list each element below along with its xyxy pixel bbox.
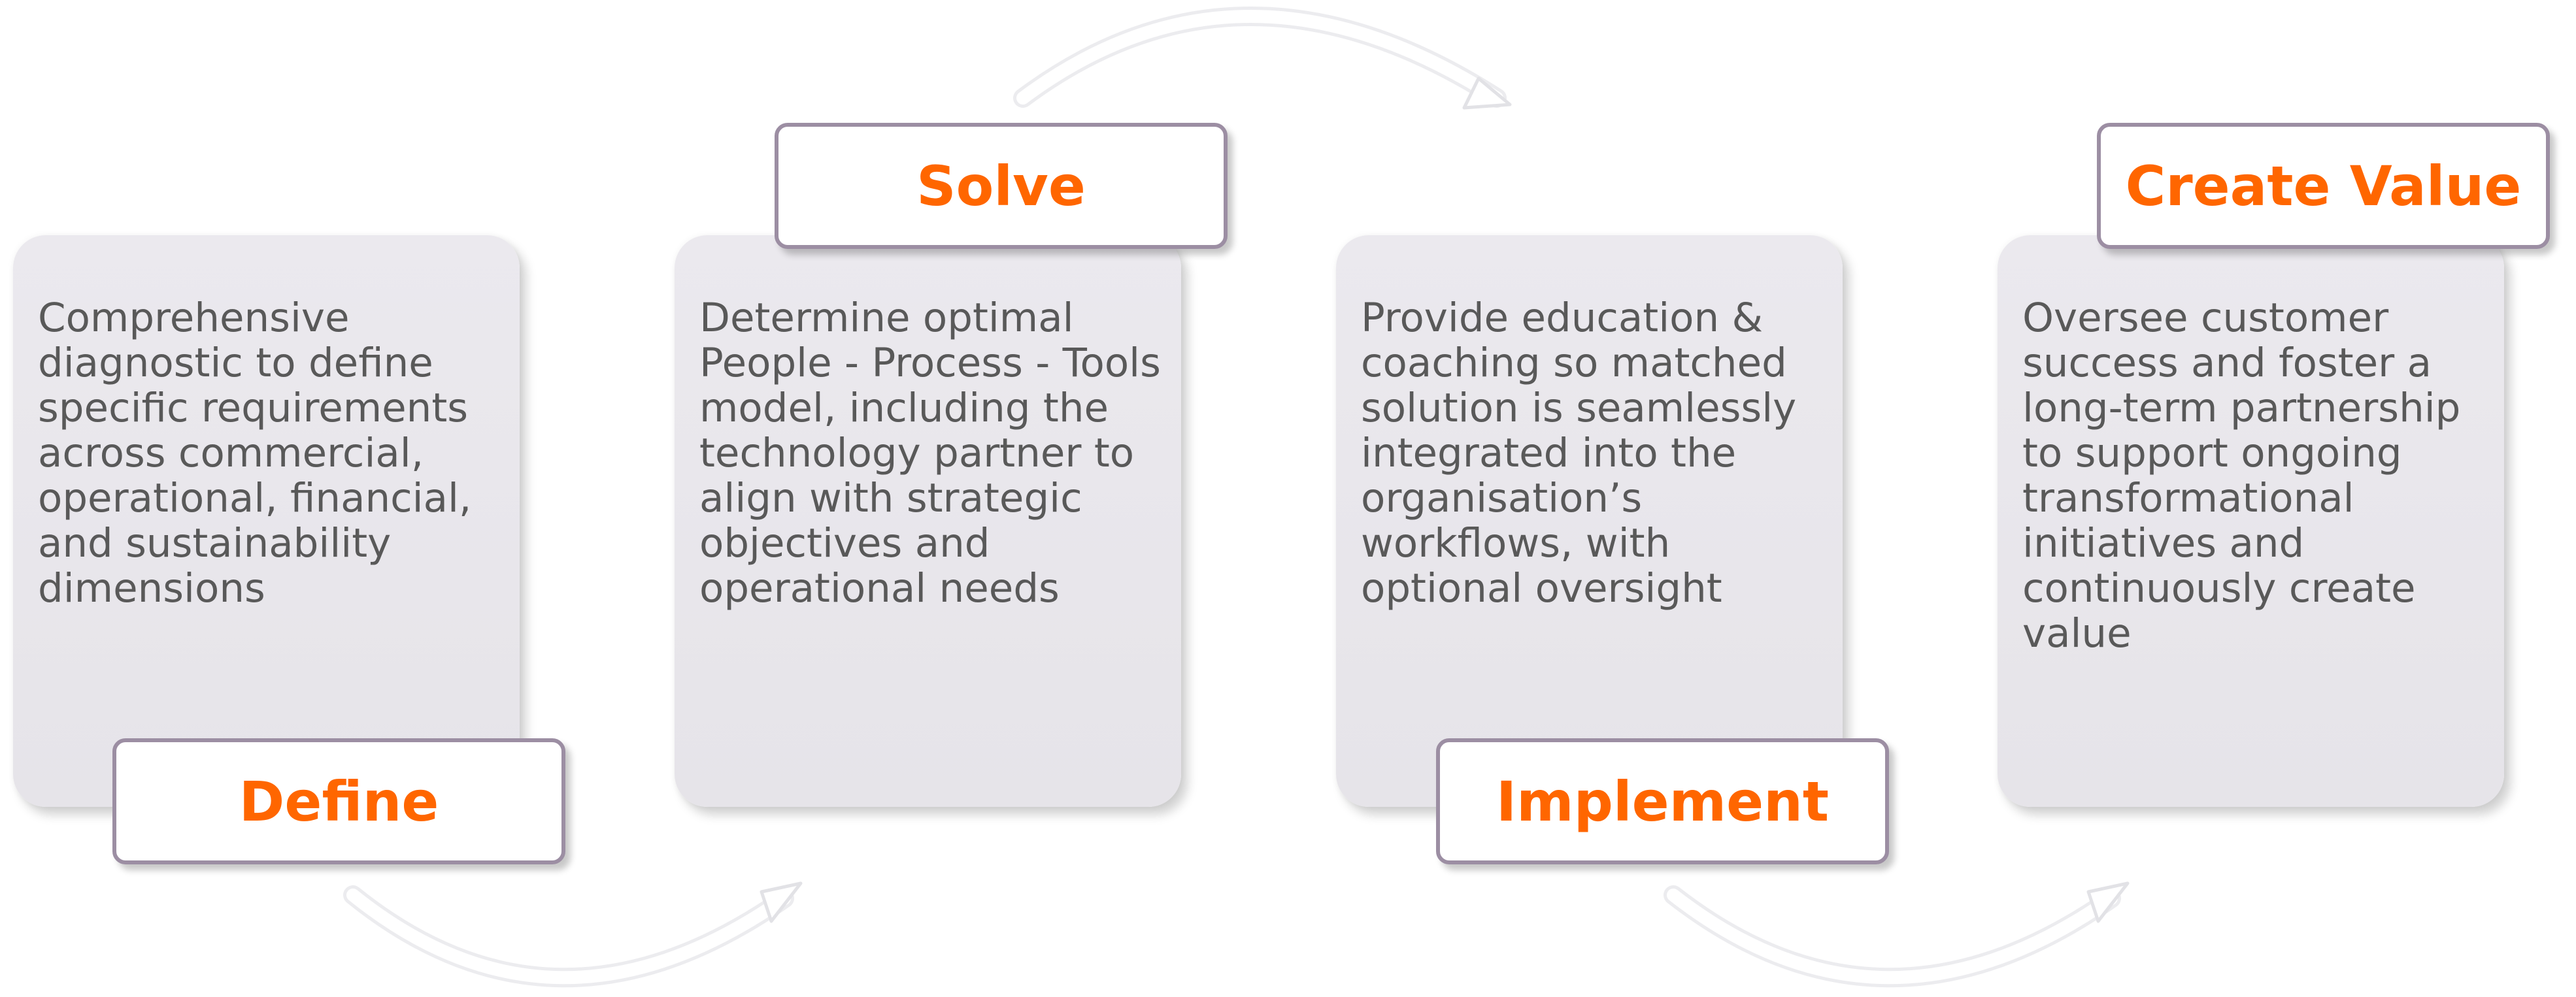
arrowhead-1 [760, 881, 803, 923]
step-label-text: Solve [916, 154, 1086, 218]
step-description: Oversee customer success and foster a lo… [2022, 295, 2461, 657]
step-label-implement: Implement [1436, 738, 1889, 864]
step-label-text: Define [239, 769, 439, 834]
step-description: Comprehensive diagnostic to define speci… [38, 295, 472, 612]
step-label-solve: Solve [775, 123, 1228, 249]
step-label-text: Create Value [2125, 154, 2522, 218]
step-label-text: Implement [1496, 769, 1830, 834]
step-card-create-value: Oversee customer success and foster a lo… [1998, 235, 2504, 807]
step-description: Provide education & coaching so matched … [1361, 295, 1797, 612]
step-card-solve: Determine optimal People - Process - Too… [675, 235, 1181, 807]
arrowhead-2 [1462, 76, 1512, 110]
step-card-define: Comprehensive diagnostic to define speci… [13, 235, 520, 807]
step-card-implement: Provide education & coaching so matched … [1336, 235, 1843, 807]
arrowhead-3 [2086, 881, 2130, 923]
step-label-define: Define [112, 738, 565, 864]
step-description: Determine optimal People - Process - Too… [699, 295, 1161, 612]
step-label-create-value: Create Value [2097, 123, 2550, 249]
